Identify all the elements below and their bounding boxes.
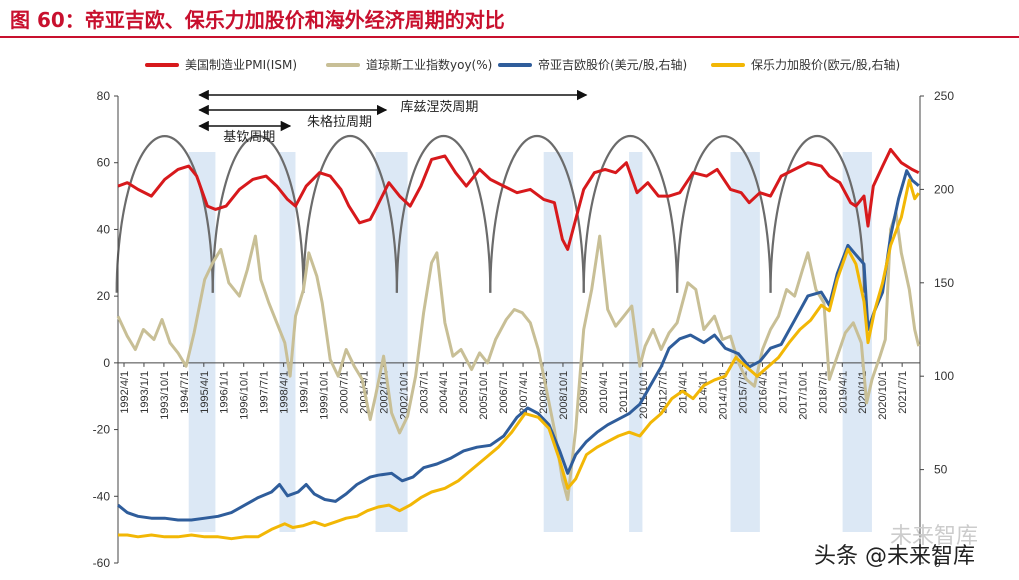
x-tick-label: 2005/10/1 <box>478 371 490 420</box>
x-tick-label: 1997/7/1 <box>259 371 271 414</box>
x-tick-label: 1993/1/1 <box>139 371 151 414</box>
x-tick-label: 1994/7/1 <box>179 371 191 414</box>
x-tick-label: 2003/7/1 <box>418 371 430 414</box>
y-right-tick-label: 50 <box>934 463 948 477</box>
watermark: 头条 @未来智库 <box>814 544 975 569</box>
x-tick-label: 1996/1/1 <box>219 371 231 414</box>
legend-item-pernod: 保乐力加股价(欧元/股,右轴) <box>711 56 900 73</box>
x-tick-label: 2017/1/1 <box>777 371 789 414</box>
x-tick-label: 1992/4/1 <box>119 371 131 414</box>
legend-label-pmi: 美国制造业PMI(ISM) <box>185 58 298 72</box>
x-tick-label: 2000/7/1 <box>338 371 350 414</box>
legend-item-dow: 道琼斯工业指数yoy(%) <box>326 56 492 73</box>
y-left-tick-label: 0 <box>103 356 110 370</box>
x-tick-label: 2012/7/1 <box>658 371 670 414</box>
y-right-tick-label: 0 <box>934 556 941 570</box>
x-tick-label: 2020/10/1 <box>877 371 889 420</box>
x-tick-label: 2015/7/1 <box>738 371 750 414</box>
y-right-tick-label: 150 <box>934 276 954 290</box>
x-tick-label: 2011/1/1 <box>618 371 630 413</box>
x-tick-label: 2019/4/1 <box>837 371 849 414</box>
y-left-tick-label: -40 <box>93 489 111 503</box>
cycle-arc <box>395 134 492 293</box>
x-tick-label: 2008/10/1 <box>558 371 570 420</box>
cycle-arc <box>211 134 305 293</box>
x-tick-label: 2014/10/1 <box>718 371 730 420</box>
series-line-1 <box>116 211 921 502</box>
cycle-arc <box>115 135 214 293</box>
x-tick-label: 1998/4/1 <box>279 371 291 414</box>
legend-swatch-dow <box>326 62 360 67</box>
y-left-tick-label: 40 <box>97 222 111 236</box>
x-tick-label: 1993/10/1 <box>159 371 171 420</box>
y-left-tick-label: 60 <box>97 156 111 170</box>
annotation-label: 基钦周期 <box>223 130 275 145</box>
x-tick-label: 2018/7/1 <box>817 371 829 414</box>
y-right-tick-label: 100 <box>934 369 954 383</box>
series-line-0 <box>117 147 920 251</box>
shaded-period <box>730 152 760 532</box>
cycle-arc <box>582 134 679 293</box>
x-tick-label: 1996/10/1 <box>239 371 251 420</box>
x-tick-label: 2004/4/1 <box>438 371 450 414</box>
title-rule <box>0 36 1019 38</box>
x-tick-label: 2005/1/1 <box>458 371 470 414</box>
cycle-arc <box>676 134 772 293</box>
x-tick-label: 2014/1/1 <box>698 371 710 414</box>
y-right-tick-label: 250 <box>934 89 954 103</box>
x-tick-label: 2007/4/1 <box>518 371 530 414</box>
x-tick-label: 2002/10/1 <box>398 371 410 420</box>
legend-item-diageo: 帝亚吉欧股价(美元/股,右轴) <box>498 56 687 73</box>
legend-swatch-pernod <box>711 62 745 67</box>
cycle-arc <box>769 134 866 293</box>
x-tick-label: 2021/7/1 <box>897 371 909 414</box>
x-tick-label: 2008/1/1 <box>538 371 550 414</box>
annotation-label: 朱格拉周期 <box>307 114 372 130</box>
x-tick-label: 2016/4/1 <box>757 371 769 414</box>
legend-swatch-pmi <box>145 62 179 67</box>
series-line-2 <box>117 169 920 522</box>
watermark-ghost: 未来智库 <box>890 524 979 549</box>
legend-label-pernod: 保乐力加股价(欧元/股,右轴) <box>751 58 901 72</box>
x-tick-label: 1995/4/1 <box>199 371 211 414</box>
shaded-period <box>543 152 574 532</box>
shaded-period <box>279 152 296 532</box>
legend: 美国制造业PMI(ISM) 道琼斯工业指数yoy(%) 帝亚吉欧股价(美元/股,… <box>0 56 1019 78</box>
y-right-tick-label: 200 <box>934 182 954 196</box>
y-left-tick-label: -60 <box>93 556 111 570</box>
x-tick-label: 2010/4/1 <box>598 371 610 414</box>
legend-item-pmi: 美国制造业PMI(ISM) <box>145 56 297 73</box>
legend-label-diageo: 帝亚吉欧股价(美元/股,右轴) <box>538 58 688 72</box>
cycle-arc <box>489 134 585 293</box>
legend-label-dow: 道琼斯工业指数yoy(%) <box>366 58 493 72</box>
series-line-3 <box>118 178 920 541</box>
y-left-tick-label: 80 <box>97 89 111 103</box>
x-tick-label: 2006/7/1 <box>498 371 510 414</box>
y-left-tick-label: 20 <box>97 289 111 303</box>
x-tick-label: 2017/10/1 <box>797 371 809 420</box>
x-tick-label: 1999/10/1 <box>319 371 331 420</box>
legend-swatch-diageo <box>498 62 532 67</box>
y-left-tick-label: -20 <box>93 423 111 437</box>
annotation-label: 库兹涅茨周期 <box>400 99 478 115</box>
chart-title: 图 60：帝亚吉欧、保乐力加股价和海外经济周期的对比 <box>10 8 505 32</box>
cycle-arc <box>302 135 398 293</box>
x-tick-label: 1999/1/1 <box>299 371 311 414</box>
